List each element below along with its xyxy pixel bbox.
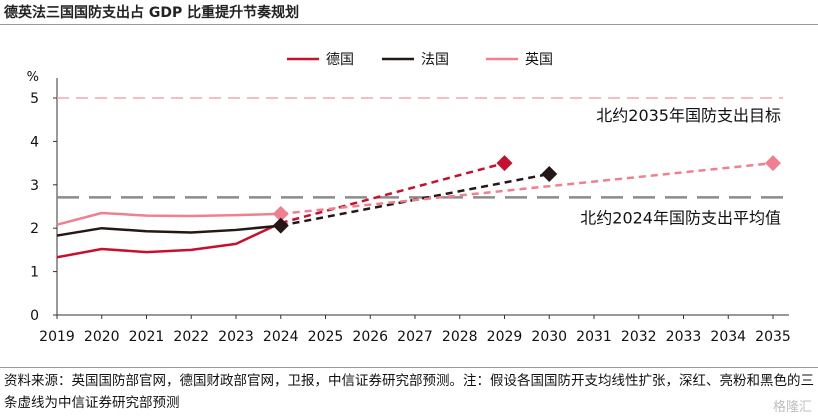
series-line (56, 221, 282, 259)
y-tick-label: 0 (30, 308, 39, 324)
x-tick-label: 2033 (666, 329, 702, 345)
y-tick-label: 2 (30, 221, 39, 237)
x-tick-label: 2028 (442, 329, 478, 345)
legend-label-germany: 德国 (326, 52, 354, 68)
source-note: 资料来源：英国国防部官网，德国财政部官网，卫报，中信证券研究部预测。注：假设各国… (4, 373, 814, 411)
x-tick-label: 2035 (755, 329, 791, 345)
x-tick-label: 2031 (576, 329, 612, 345)
y-tick-label: 4 (30, 134, 39, 150)
france-target-marker (541, 165, 558, 182)
title-divider (0, 24, 818, 25)
x-tick-label: 2032 (621, 329, 657, 345)
x-tick-label: 2027 (397, 329, 433, 345)
legend-label-uk: 英国 (525, 51, 553, 68)
x-tick-label: 2025 (308, 329, 344, 345)
watermark-text: 格隆汇 (772, 400, 812, 415)
footer-divider (0, 367, 818, 368)
x-tick-label: 2026 (352, 329, 388, 345)
x-tick-label: 2022 (173, 329, 209, 345)
x-tick-label: 2021 (129, 329, 165, 345)
y-tick-label: 1 (30, 265, 39, 281)
projection-line (280, 161, 505, 225)
x-tick-label: 2023 (218, 329, 254, 345)
series-line (56, 211, 281, 226)
x-tick-label: 2034 (710, 329, 746, 345)
y-tick-label: 3 (30, 178, 39, 194)
chart-title: 德英法三国国防支出占 GDP 比重提升节奏规划 (4, 5, 300, 21)
reference-line-label: 北约2024年国防支出平均值 (580, 208, 781, 227)
x-tick-label: 2019 (39, 329, 75, 345)
x-tick-label: 2029 (487, 329, 523, 345)
y-tick-label: 5 (30, 91, 39, 107)
legend-label-france: 法国 (421, 52, 449, 68)
germany-target-marker (496, 155, 513, 172)
line-chart: 0 1 2 3 4 5% 2019 2020 2021 2022 2023 2024 2025 2026 2… (27, 51, 791, 345)
x-tick-label: 2030 (531, 329, 567, 345)
x-tick-label: 2024 (263, 329, 299, 345)
projection-line (280, 161, 774, 216)
y-axis-unit-label: % (27, 70, 39, 85)
series-line (56, 224, 281, 237)
x-tick-label: 2020 (84, 329, 120, 345)
uk-target-marker (765, 155, 781, 172)
france-2024-marker (272, 217, 289, 234)
reference-line-label: 北约2035年国防支出目标 (596, 106, 781, 125)
uk-2024-marker (272, 205, 289, 222)
